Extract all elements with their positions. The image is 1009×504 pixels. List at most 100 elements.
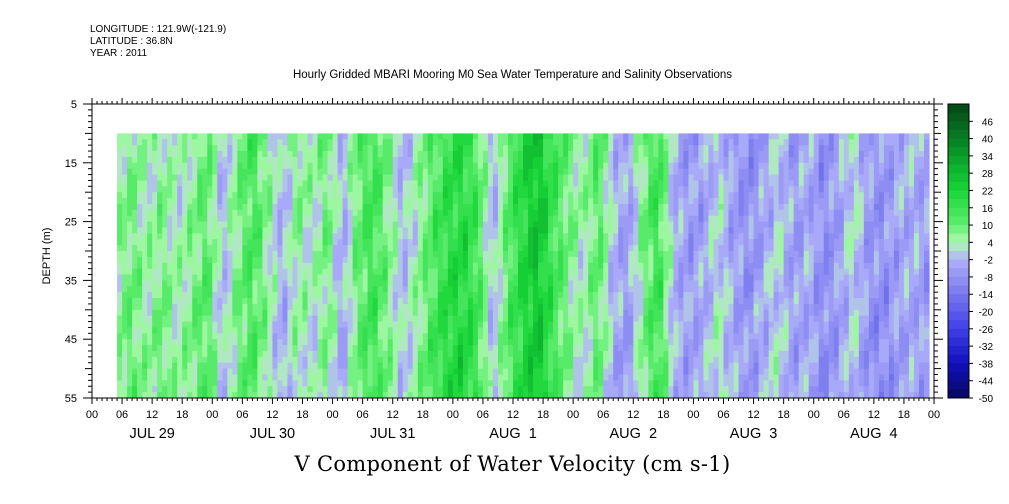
heatmap-cell [883, 262, 890, 270]
heatmap-cell [462, 309, 469, 328]
heatmap-cell [182, 368, 188, 381]
heatmap-cell [593, 215, 599, 240]
heatmap-cell [142, 180, 148, 193]
heatmap-cell [272, 262, 279, 276]
heatmap-cell [673, 233, 679, 252]
heatmap-cell [302, 280, 309, 293]
heatmap-cell [528, 333, 534, 346]
heatmap-cell [157, 345, 163, 393]
heatmap-cell [347, 333, 354, 346]
heatmap-cell [322, 268, 329, 276]
heatmap-cell [502, 145, 509, 158]
heatmap-cell [252, 203, 258, 234]
heatmap-cell [467, 145, 474, 158]
heatmap-cell [793, 303, 800, 317]
heatmap-cell [723, 333, 730, 370]
heatmap-cell [753, 303, 760, 317]
heatmap-cell [322, 327, 329, 340]
heatmap-cell [888, 345, 895, 358]
heatmap-cell [608, 292, 614, 305]
heatmap-cell [122, 339, 128, 352]
heatmap-cell [903, 239, 910, 252]
heatmap-cell [247, 280, 253, 299]
heatmap-cell [833, 380, 840, 399]
heatmap-cell [873, 251, 880, 276]
heatmap-cell [187, 256, 193, 270]
heatmap-cell [172, 345, 178, 358]
heatmap-cell [918, 151, 925, 158]
heatmap-cell [407, 239, 414, 258]
heatmap-cell [332, 133, 339, 140]
heatmap-cell [838, 133, 845, 140]
heatmap-cell [863, 245, 870, 264]
heatmap-cell [648, 309, 654, 334]
heatmap-cell [462, 215, 469, 223]
heatmap-cell [442, 280, 449, 287]
heatmap-cell [247, 374, 253, 387]
heatmap-cell [392, 156, 399, 199]
heatmap-cell [798, 186, 805, 199]
heatmap-cell [563, 186, 569, 199]
heatmap-cell [482, 151, 489, 164]
y-tick-label: 5 [71, 99, 77, 111]
heatmap-cell [888, 198, 895, 211]
metadata-block: LONGITUDE : 121.9W(-121.9) LATITUDE : 36… [90, 24, 226, 60]
heatmap-cell [773, 292, 780, 311]
heatmap-cell [558, 280, 564, 293]
heatmap-cell [497, 133, 504, 158]
heatmap-cell [823, 321, 830, 334]
heatmap-cell [332, 292, 339, 299]
heatmap-cell [177, 286, 183, 299]
heatmap-cell [873, 315, 880, 334]
heatmap-cell [683, 133, 690, 140]
heatmap-cell [202, 221, 208, 240]
heatmap-cell [573, 133, 579, 140]
heatmap-cell [127, 221, 133, 234]
x-tick-label: 00 [687, 409, 699, 421]
heatmap-cell [202, 356, 208, 364]
heatmap-cell [723, 168, 730, 181]
heatmap-cell [513, 133, 519, 152]
heatmap-cell [863, 280, 870, 317]
heatmap-cell [543, 133, 549, 140]
heatmap-cell [608, 345, 614, 364]
heatmap-cell [878, 192, 885, 223]
heatmap-cell [668, 162, 674, 176]
heatmap-cell [392, 380, 399, 399]
heatmap-cell [773, 374, 780, 387]
heatmap-cell [708, 198, 715, 211]
heatmap-cell [437, 192, 444, 211]
heatmap-cell [177, 386, 183, 399]
heatmap-cell [487, 162, 494, 187]
heatmap-cell [487, 333, 494, 346]
heatmap-cell [793, 292, 800, 305]
heatmap-cell [758, 215, 765, 223]
heatmap-cell [192, 180, 198, 199]
heatmap-cell [402, 321, 409, 328]
heatmap-cell [457, 274, 464, 287]
heatmap-cell [392, 256, 399, 270]
heatmap-cell [357, 209, 364, 223]
heatmap-cell [302, 268, 309, 281]
heatmap-cell [222, 156, 228, 170]
heatmap-cell [663, 133, 669, 140]
heatmap-cell [292, 298, 299, 305]
heatmap-cell [472, 227, 479, 240]
heatmap-cell [342, 180, 349, 199]
heatmap-cell [588, 339, 594, 352]
heatmap-cell [337, 133, 344, 164]
heatmap-cell [407, 168, 414, 181]
heatmap-cell [157, 309, 163, 346]
heatmap-cell [212, 198, 218, 217]
heatmap-cell [813, 303, 820, 317]
heatmap-cell [442, 286, 449, 311]
heatmap-cell [137, 309, 143, 328]
heatmap-cell [603, 380, 609, 399]
heatmap-cell [192, 339, 198, 352]
heatmap-cell [322, 174, 329, 193]
heatmap-cell [873, 239, 880, 252]
heatmap-cell [858, 333, 865, 352]
heatmap-cell [588, 215, 594, 240]
heatmap-cell [472, 186, 479, 193]
